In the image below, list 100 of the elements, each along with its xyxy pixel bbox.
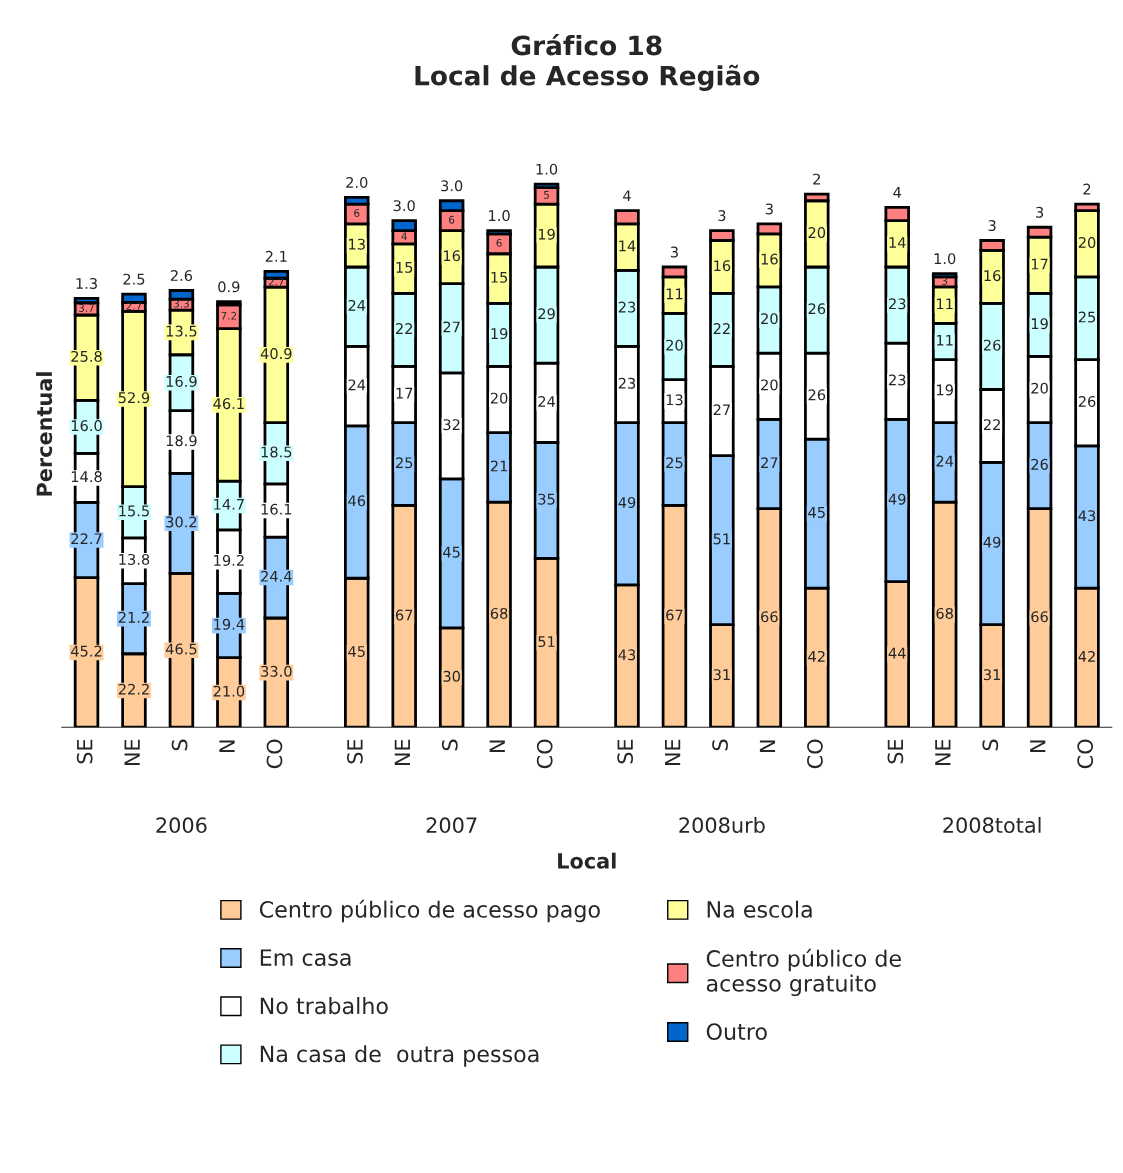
data-label: 42 (808, 650, 825, 662)
data-label: 43 (1078, 510, 1096, 522)
data-label: 15 (396, 262, 413, 273)
legend-label: Outro (706, 1023, 767, 1040)
data-label: 32 (443, 419, 460, 431)
legend-label: Centro público de acesso gratuito (706, 948, 901, 997)
data-label: 3 (765, 203, 773, 215)
x-tick-label: CO (1077, 739, 1094, 769)
data-label: 24 (348, 299, 366, 311)
data-label: 49 (618, 496, 636, 508)
data-label: 26 (808, 303, 826, 315)
data-label: 20 (1031, 382, 1048, 394)
data-label: 23 (889, 298, 906, 310)
data-label: 2.7 (268, 277, 284, 286)
data-label: 16 (984, 270, 1001, 282)
x-tick-label: SE (347, 739, 363, 764)
x-tick-label: CO (536, 739, 553, 769)
data-label: 17 (396, 387, 413, 399)
data-label: 0.9 (218, 281, 240, 293)
data-label: 2.5 (123, 273, 145, 285)
data-label: 44 (888, 647, 906, 659)
data-label: 3.0 (441, 180, 463, 192)
data-label: 16 (714, 260, 731, 272)
chart-title: Gráfico 18 Local de Acesso Região (415, 33, 760, 91)
legend-label: Na casa de outra pessoa (260, 1045, 539, 1067)
data-label: 22 (713, 323, 730, 334)
data-label: 4 (623, 190, 631, 202)
data-label: 25.8 (71, 350, 102, 362)
data-label: 26 (808, 389, 826, 401)
x-tick-label: N (219, 740, 235, 752)
data-label: 23 (618, 377, 636, 389)
data-label: 11 (937, 334, 953, 346)
data-label: 27 (761, 457, 778, 469)
data-label: 3.3 (173, 299, 189, 308)
data-label: 16.9 (166, 375, 197, 387)
data-label: 11 (666, 288, 683, 300)
data-label: 25 (1078, 311, 1096, 323)
data-label: 22 (983, 419, 1000, 430)
data-label: 20 (1078, 237, 1096, 249)
data-label: 2.7 (126, 302, 142, 310)
data-label: 4 (893, 187, 902, 198)
data-label: 23 (889, 374, 906, 386)
legend-label: No trabalho (260, 996, 388, 1015)
x-tick-label: SE (76, 739, 93, 764)
data-label: 18.9 (166, 435, 197, 447)
data-label: 30.2 (166, 516, 197, 528)
data-label: 3.7 (79, 304, 94, 312)
data-label: 5 (544, 191, 549, 199)
data-label: 20 (490, 392, 508, 404)
data-label: 27 (713, 404, 730, 416)
data-label: 21.2 (118, 611, 149, 623)
x-tick-label: NE (935, 739, 951, 766)
data-label: 67 (395, 609, 413, 621)
data-label: 20 (808, 227, 826, 239)
x-tick-label: S (712, 739, 728, 751)
data-label: 45 (443, 546, 460, 558)
data-label: 26 (1031, 458, 1048, 470)
x-tick-label: N (1030, 740, 1046, 752)
text: 2007 (426, 817, 477, 834)
data-label: 30 (443, 670, 460, 682)
y-axis-title: Percentual (36, 372, 53, 496)
data-label: 66 (761, 611, 778, 623)
data-label: 3.0 (393, 200, 415, 212)
data-label: 21 (490, 460, 508, 472)
data-label: 25 (395, 457, 413, 469)
data-label: 19 (1031, 318, 1048, 330)
data-label: 49 (983, 536, 1001, 548)
data-label: 66 (1031, 611, 1048, 623)
data-label: 67 (666, 609, 683, 621)
data-label: 14 (889, 237, 906, 248)
data-label: 29 (538, 308, 555, 320)
x-tick-label: S (441, 739, 458, 751)
data-label: 51 (538, 636, 555, 648)
data-label: 26 (1078, 395, 1096, 407)
data-label: 42 (1078, 650, 1095, 662)
data-label: 22.2 (118, 683, 149, 695)
data-label: 43 (618, 649, 636, 661)
data-label: 20 (666, 339, 683, 351)
data-label: 1.0 (934, 253, 956, 265)
data-label: 20 (761, 313, 778, 325)
data-label: 23 (618, 301, 636, 313)
data-label: 35 (538, 493, 555, 505)
data-label: 17 (1031, 258, 1048, 270)
x-tick-label: SE (617, 739, 634, 764)
data-label: 18.5 (261, 446, 292, 458)
data-label: 16.0 (71, 420, 102, 432)
data-label: 46.5 (165, 643, 197, 655)
data-label: 19 (937, 384, 953, 396)
x-tick-label: CO (266, 739, 283, 769)
data-label: 31 (713, 669, 730, 681)
legend-label: Centro público de acesso pago (259, 899, 600, 923)
data-label: 13 (666, 394, 683, 406)
data-label: 24 (348, 379, 366, 391)
data-label: 3 (670, 246, 678, 258)
data-label: 11 (937, 298, 953, 310)
data-label: 13.5 (166, 325, 197, 337)
data-label: 1.0 (536, 163, 558, 175)
data-label: 2.0 (346, 176, 368, 188)
data-label: 19 (491, 328, 508, 340)
data-label: 68 (936, 607, 953, 619)
